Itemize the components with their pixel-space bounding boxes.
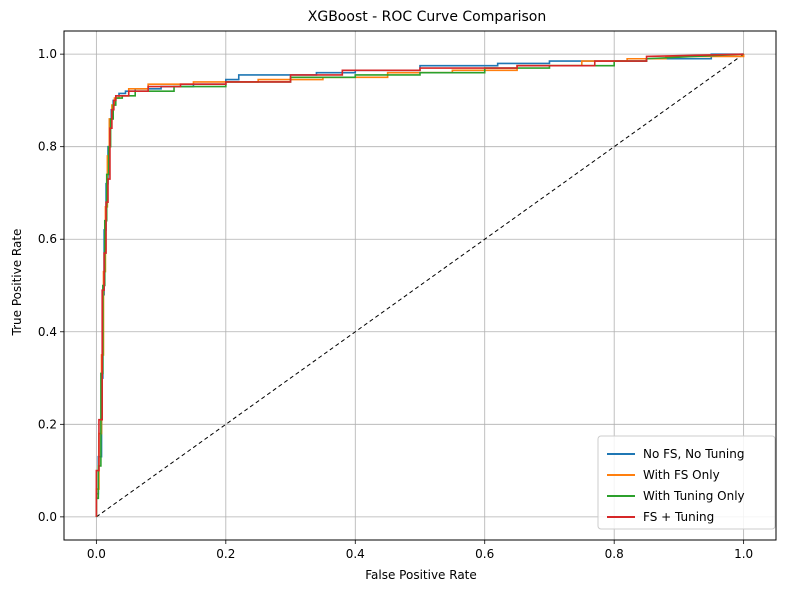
chart-title: XGBoost - ROC Curve Comparison	[308, 9, 546, 25]
y-axis-label: True Positive Rate	[10, 229, 24, 337]
y-tick-label: 0.6	[38, 232, 57, 246]
x-tick-label: 0.0	[87, 547, 106, 561]
plot-frame	[63, 30, 777, 541]
x-tick-label: 1.0	[734, 547, 753, 561]
plot-series-group	[95, 53, 745, 518]
legend-box	[597, 435, 776, 530]
y-tick-label: 0.8	[38, 140, 57, 154]
grid-lines	[64, 31, 776, 540]
legend-label-4: FS + Tuning	[643, 510, 714, 524]
x-axis-ticks: 0.0 0.2 0.4 0.6 0.8 1.0	[87, 540, 753, 561]
y-tick-label: 1.0	[38, 47, 57, 61]
x-tick-label: 0.8	[605, 547, 624, 561]
y-axis-ticks: 0.0 0.2 0.4 0.6 0.8 1.0	[38, 47, 64, 524]
legend-label-1: No FS, No Tuning	[643, 447, 744, 461]
y-tick-label: 0.0	[38, 510, 57, 524]
x-axis-label: False Positive Rate	[365, 568, 477, 582]
series-line-4	[95, 53, 744, 517]
x-tick-label: 0.2	[216, 547, 235, 561]
legend: No FS, No Tuning With FS Only With Tuning …	[597, 435, 776, 530]
x-tick-label: 0.6	[475, 547, 494, 561]
y-tick-label: 0.2	[38, 417, 57, 431]
legend-label-3: With Tuning Only	[643, 489, 745, 503]
x-tick-label: 0.4	[346, 547, 365, 561]
y-tick-label: 0.4	[38, 325, 57, 339]
legend-label-2: With FS Only	[643, 468, 720, 482]
